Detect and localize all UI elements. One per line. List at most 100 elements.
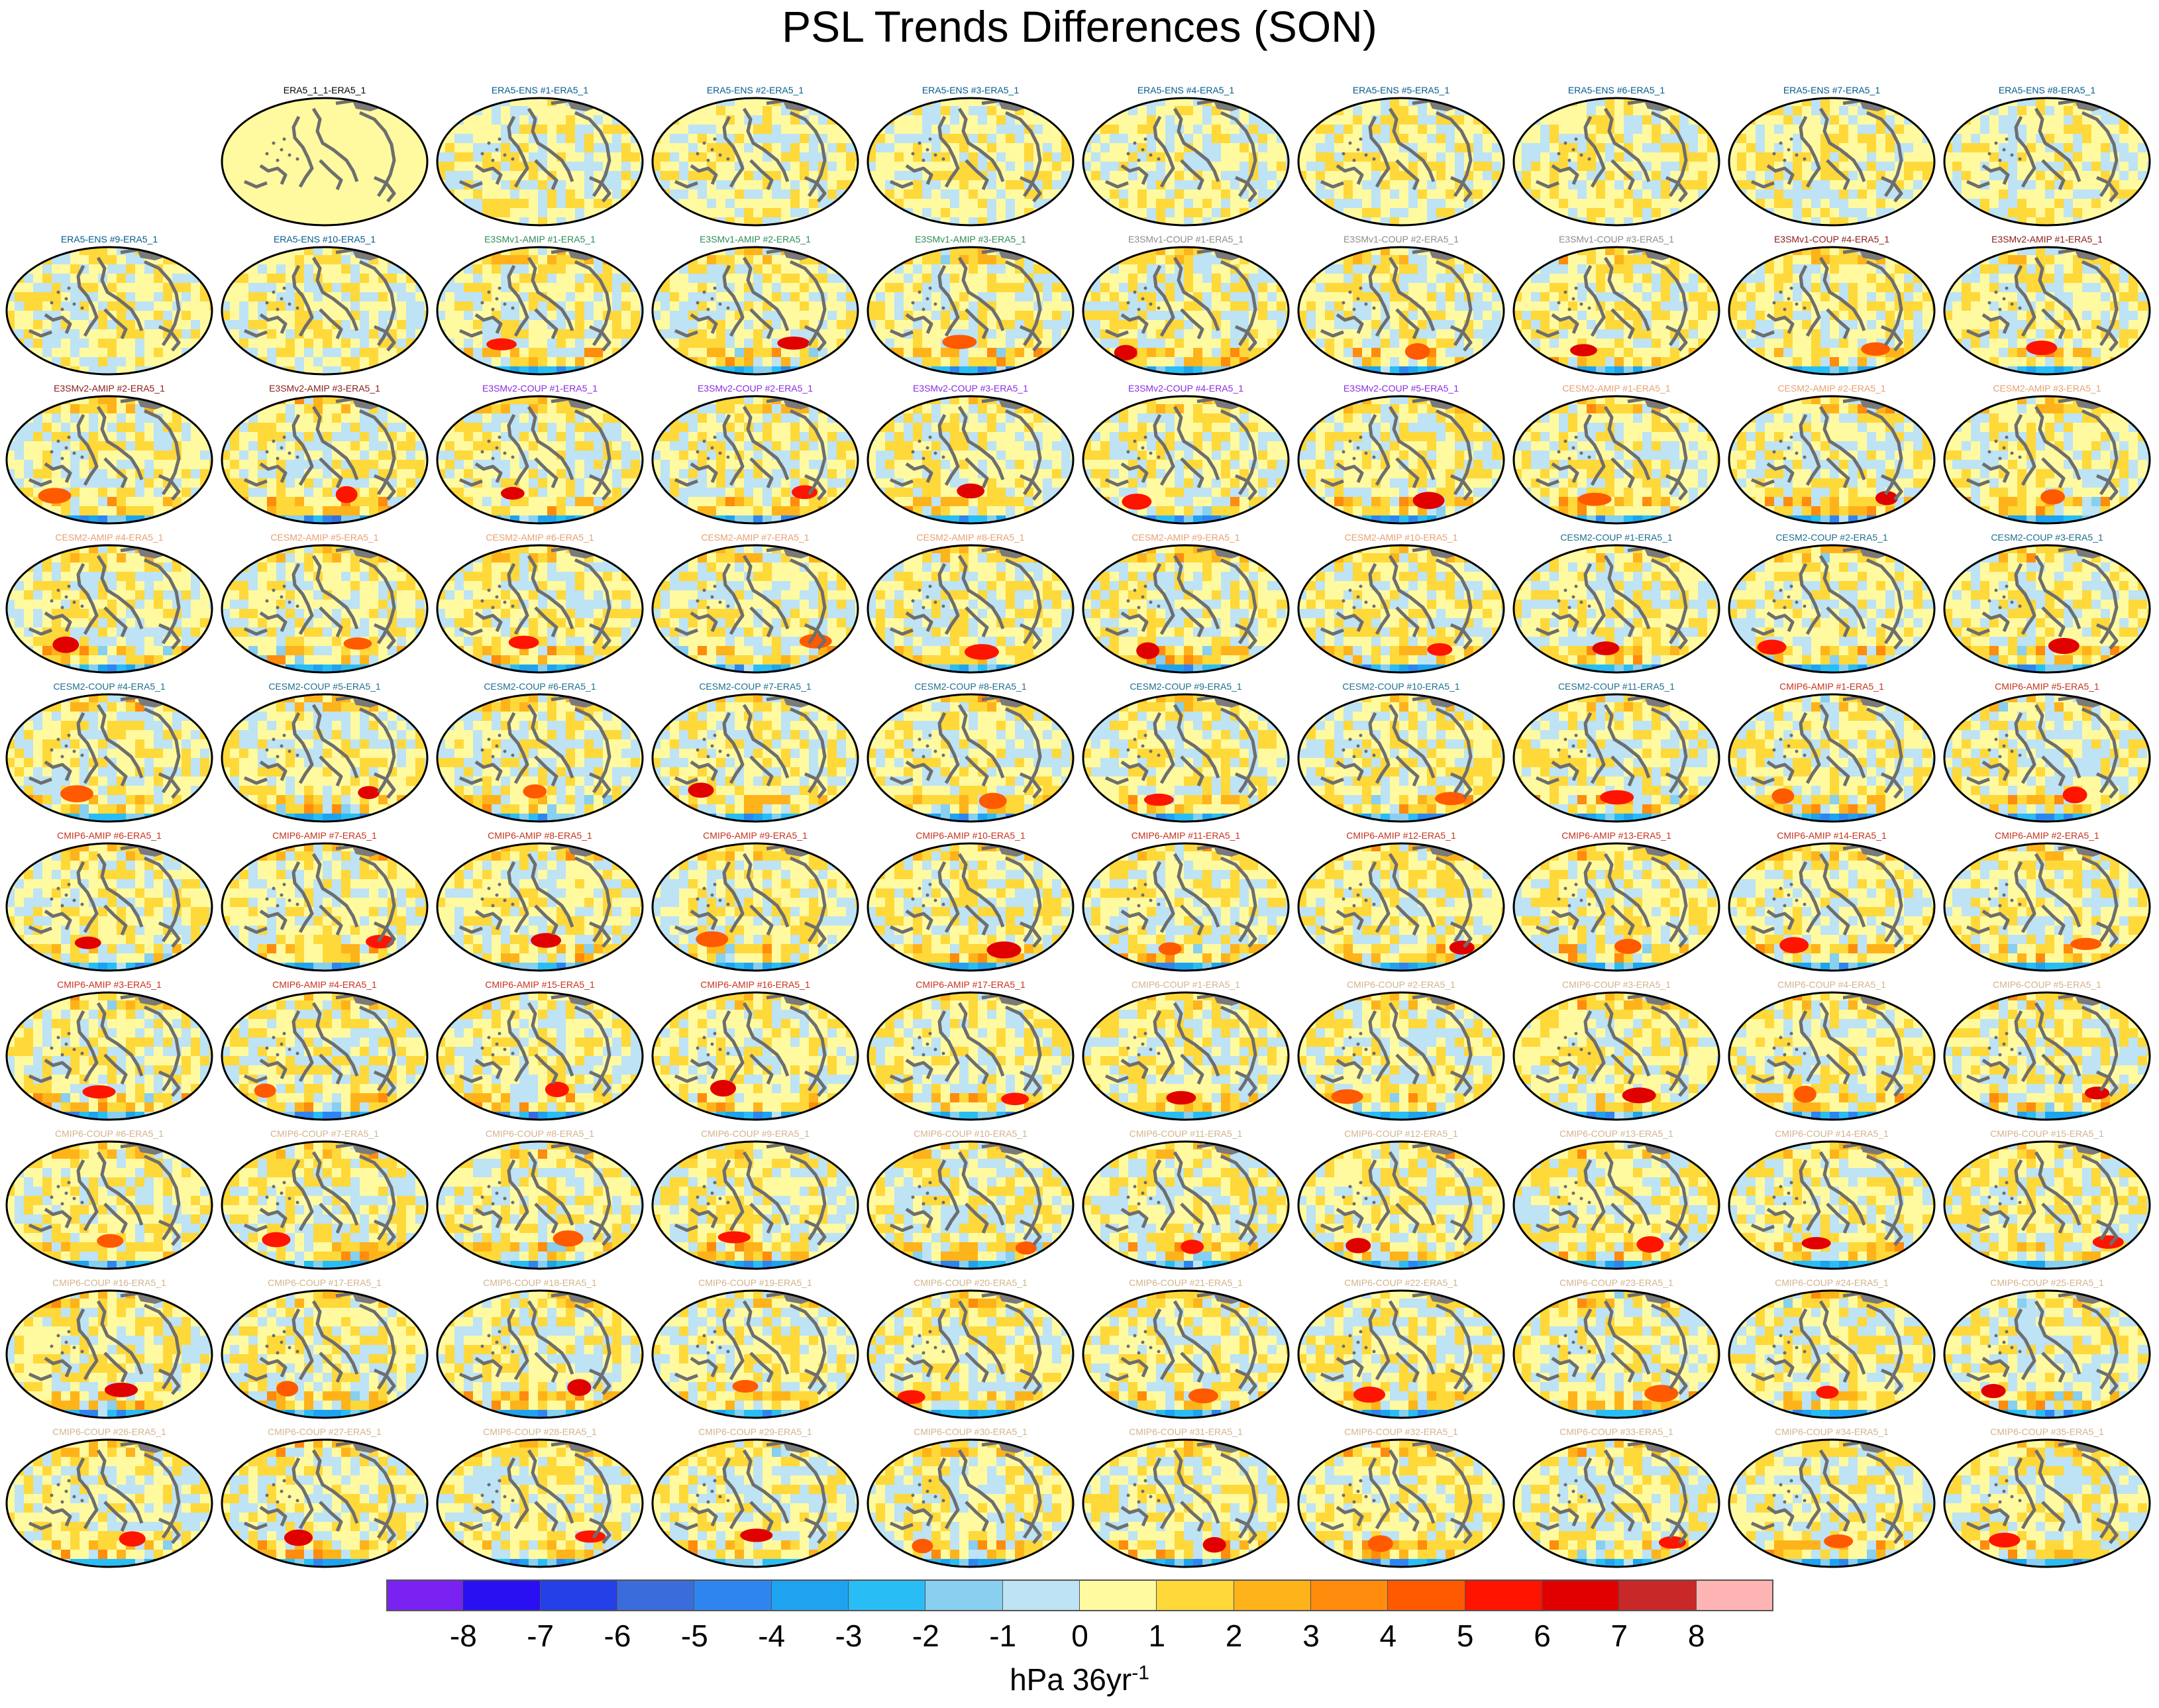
trend-cell	[98, 301, 107, 311]
trend-cell	[454, 460, 464, 469]
trend-cell	[538, 208, 547, 217]
trend-cell	[1175, 152, 1184, 162]
trend-cell	[1746, 320, 1756, 329]
trend-cell	[922, 274, 931, 283]
island	[295, 306, 299, 310]
trend-cell	[1820, 152, 1830, 162]
coastline	[96, 405, 144, 480]
trend-cell	[772, 208, 781, 217]
trend-cell	[163, 311, 172, 320]
trend-cell	[1052, 162, 1061, 171]
trend-cell	[350, 292, 360, 301]
coastline	[1173, 256, 1220, 331]
trend-cell	[1427, 134, 1436, 143]
coastline	[1019, 176, 1042, 203]
trend-cell	[1596, 292, 1605, 301]
map-panel: E3SMv1-COUP #3-ERA5_1	[1512, 234, 1720, 386]
trend-cell	[1156, 208, 1165, 217]
trend-cell	[725, 423, 735, 432]
coastline	[574, 409, 611, 496]
trend-cell	[1756, 162, 1765, 171]
trend-cell	[885, 396, 894, 404]
trend-cell	[855, 497, 858, 506]
trend-cell	[2064, 125, 2073, 134]
trend-cell	[837, 451, 846, 460]
trend-cell	[612, 469, 621, 478]
trend-cell	[1091, 292, 1100, 301]
trend-cell	[135, 348, 144, 357]
trend-cell	[154, 348, 163, 357]
island	[696, 152, 700, 156]
map-border	[651, 395, 859, 525]
trend-cell	[670, 171, 679, 180]
trend-cell	[1024, 264, 1033, 274]
island	[1143, 137, 1147, 141]
trend-cell	[510, 404, 519, 413]
trend-cell	[1473, 217, 1483, 225]
trend-cell	[1277, 311, 1286, 320]
trend-cell	[209, 348, 212, 357]
trend-cell	[1737, 247, 1746, 255]
trend-cell	[107, 320, 117, 329]
trend-cell	[1071, 497, 1073, 506]
island	[498, 137, 501, 141]
trend-cell	[1737, 208, 1746, 217]
trend-cell	[1876, 189, 1885, 199]
trend-cell	[1110, 247, 1119, 255]
trend-cell	[2091, 357, 2101, 366]
island	[922, 158, 925, 162]
trend-cell	[1061, 292, 1071, 301]
trend-cell	[1052, 180, 1061, 189]
trend-cell	[631, 451, 640, 460]
trend-cell	[276, 274, 286, 283]
trend-cell	[1091, 311, 1100, 320]
trend-cell	[482, 515, 492, 523]
map-panel: ERA5-ENS #2-ERA5_1	[651, 85, 859, 237]
trend-maximum	[777, 336, 810, 350]
trend-cell	[144, 460, 154, 469]
trend-cell	[1071, 283, 1073, 292]
trend-cell	[24, 339, 33, 348]
trend-cell	[1362, 301, 1371, 311]
trend-cell	[15, 348, 24, 357]
trend-cell	[2045, 217, 2054, 225]
trend-cell	[698, 134, 707, 143]
trend-cell	[2129, 208, 2138, 217]
trend-cell	[1006, 162, 1015, 171]
trend-cell	[42, 283, 52, 292]
map-panel: E3SMv2-AMIP #1-ERA5_1	[1943, 234, 2151, 386]
trend-cell	[24, 404, 33, 413]
coastline	[76, 264, 99, 337]
trend-cell	[473, 366, 482, 374]
trend-cell	[1492, 348, 1501, 357]
trend-cell	[1689, 98, 1698, 106]
trend-cell	[1258, 208, 1267, 217]
trend-cell	[200, 357, 209, 366]
trend-cell	[406, 311, 415, 320]
trend-cell	[1999, 125, 2008, 134]
trend-cell	[894, 311, 904, 320]
map-border	[436, 97, 644, 227]
island	[1998, 307, 2002, 311]
trend-cell	[670, 320, 679, 329]
trend-cell	[1661, 283, 1670, 292]
trend-cell	[1165, 189, 1175, 199]
trend-cell	[42, 423, 52, 432]
trend-cell	[1175, 311, 1184, 320]
trend-cell	[510, 423, 519, 432]
island	[282, 286, 286, 290]
trend-cell	[1239, 143, 1249, 152]
coastline	[905, 313, 933, 334]
trend-cell	[1652, 189, 1661, 199]
trend-cell	[1774, 152, 1783, 162]
trend-cell	[501, 264, 510, 274]
trend-cell	[1531, 152, 1540, 162]
panel-title: E3SMv1-COUP #1-ERA5_1	[1082, 234, 1290, 244]
trend-cell	[437, 339, 445, 348]
trend-cell	[753, 339, 763, 348]
trend-cell	[445, 217, 454, 225]
trend-cell	[2129, 329, 2138, 339]
trend-cell	[1473, 247, 1483, 255]
trend-cell	[464, 432, 473, 441]
trend-cell	[584, 432, 594, 441]
